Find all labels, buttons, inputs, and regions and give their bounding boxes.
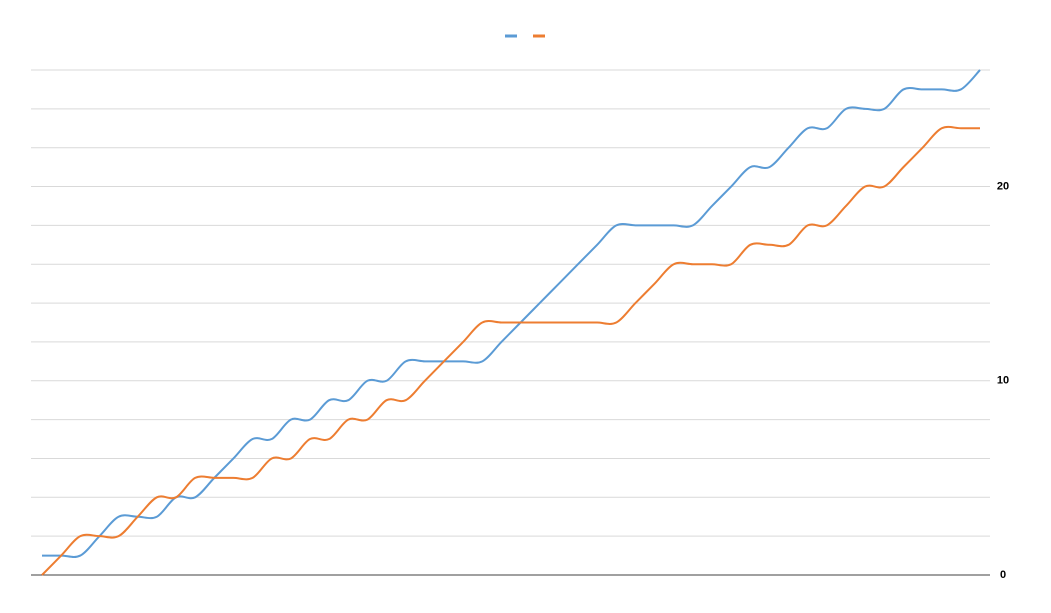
- y-tick-label: 20: [997, 180, 1009, 192]
- series-line: [42, 69, 981, 558]
- y-tick-label: 10: [997, 375, 1009, 387]
- y-tick-label: 0: [1000, 569, 1006, 581]
- series-line: [41, 125, 980, 576]
